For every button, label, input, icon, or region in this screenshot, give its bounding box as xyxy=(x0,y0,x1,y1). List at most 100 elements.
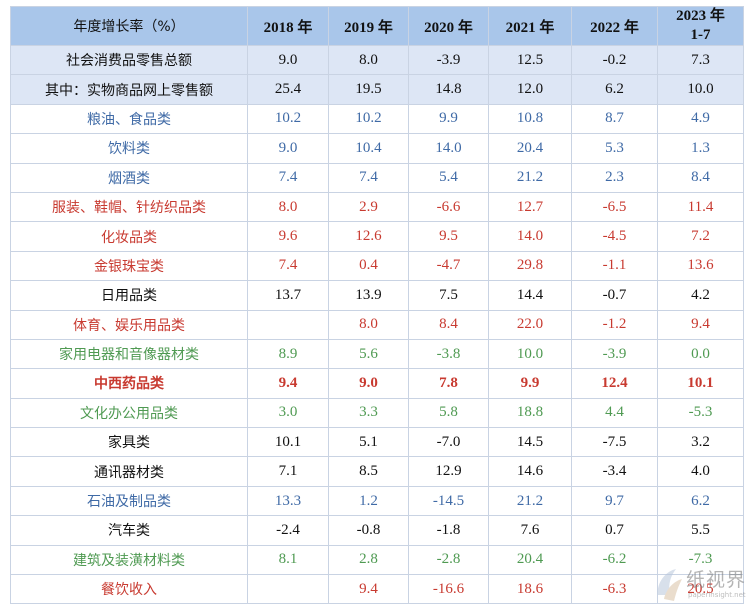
table-cell: -3.9 xyxy=(571,338,658,370)
table-cell: -6.3 xyxy=(571,574,658,605)
table-cell: 13.9 xyxy=(328,280,409,311)
table-cell: 5.5 xyxy=(657,515,744,546)
table-cell: 8.0 xyxy=(328,44,409,76)
table-row: 通讯器材类 7.1 8.5 12.9 14.6 -3.4 4.0 xyxy=(10,456,744,487)
header-year-2023-line2: 1-7 xyxy=(690,27,711,43)
table-cell: 4.0 xyxy=(657,456,744,487)
table-cell: 10.4 xyxy=(328,133,409,164)
retail-growth-table: 年度增长率（%） 2018 年 2019 年 2020 年 2021 年 202… xyxy=(10,6,744,605)
table-cell: 11.4 xyxy=(657,191,744,223)
table-cell: 10.1 xyxy=(657,368,744,399)
table-cell: 14.0 xyxy=(408,133,489,164)
table-cell: 14.6 xyxy=(488,456,572,487)
table-row: 其中：实物商品网上零售额 25.4 19.5 14.8 12.0 6.2 10.… xyxy=(10,74,744,105)
row-label: 日用品类 xyxy=(10,280,248,311)
table-cell: 25.4 xyxy=(247,74,329,105)
table-cell: 0.7 xyxy=(571,515,658,546)
watermark-logo-icon xyxy=(657,569,682,601)
header-label: 年度增长率（%） xyxy=(10,6,248,46)
table-cell: 9.5 xyxy=(408,221,489,252)
table-cell: -3.8 xyxy=(408,338,489,370)
table-cell: 20.4 xyxy=(488,544,572,576)
table-cell: -4.7 xyxy=(408,250,489,282)
table-cell: 9.0 xyxy=(247,44,329,76)
table-cell: 13.6 xyxy=(657,250,744,282)
table-cell: 10.2 xyxy=(247,103,329,135)
row-label: 家具类 xyxy=(10,427,248,458)
table-cell: -2.8 xyxy=(408,544,489,576)
table-cell: 10.1 xyxy=(247,427,329,458)
table-cell: 18.6 xyxy=(488,574,572,605)
row-label: 社会消费品零售总额 xyxy=(10,44,248,76)
table-cell: -7.5 xyxy=(571,427,658,458)
table-cell: 9.0 xyxy=(328,368,409,399)
table-cell: 12.5 xyxy=(488,44,572,76)
table-cell: -4.5 xyxy=(571,221,658,252)
table-cell: 10.0 xyxy=(657,74,744,105)
table-cell: 9.7 xyxy=(571,485,658,517)
table-cell: 21.2 xyxy=(488,162,572,193)
table-cell: 20.4 xyxy=(488,133,572,164)
table-cell: 7.5 xyxy=(408,280,489,311)
table-cell: 1.2 xyxy=(328,485,409,517)
table-cell: 12.6 xyxy=(328,221,409,252)
table-cell: -6.2 xyxy=(571,544,658,576)
table-cell: 8.4 xyxy=(657,162,744,193)
table-cell: -1.8 xyxy=(408,515,489,546)
table-row: 餐饮收入 9.4 -16.6 18.6 -6.3 20.5 xyxy=(10,574,744,605)
table-cell: 7.1 xyxy=(247,456,329,487)
header-year: 2018 年 xyxy=(247,6,329,46)
table-cell: 0.4 xyxy=(328,250,409,282)
table-cell: 8.9 xyxy=(247,338,329,370)
table-cell: 7.4 xyxy=(328,162,409,193)
table-cell: 14.5 xyxy=(488,427,572,458)
table-cell: -1.2 xyxy=(571,309,658,340)
table-cell: 14.4 xyxy=(488,280,572,311)
header-year: 2019 年 xyxy=(328,6,409,46)
table-cell: 7.3 xyxy=(657,44,744,76)
table-cell: 9.4 xyxy=(247,368,329,399)
table-cell: -3.4 xyxy=(571,456,658,487)
table-cell: 5.6 xyxy=(328,338,409,370)
row-label: 化妆品类 xyxy=(10,221,248,252)
table-cell: -16.6 xyxy=(408,574,489,605)
row-label: 体育、娱乐用品类 xyxy=(10,309,248,340)
table-cell: 7.8 xyxy=(408,368,489,399)
table-cell: -14.5 xyxy=(408,485,489,517)
table-cell: -2.4 xyxy=(247,515,329,546)
table-cell: -5.3 xyxy=(657,397,744,429)
table-cell xyxy=(247,309,329,340)
table-cell: 10.8 xyxy=(488,103,572,135)
table-row: 体育、娱乐用品类 8.0 8.4 22.0 -1.2 9.4 xyxy=(10,309,744,340)
table-cell: 6.2 xyxy=(571,74,658,105)
table-cell: 14.8 xyxy=(408,74,489,105)
table-cell: 1.3 xyxy=(657,133,744,164)
row-label: 粮油、食品类 xyxy=(10,103,248,135)
table-row: 烟酒类 7.4 7.4 5.4 21.2 2.3 8.4 xyxy=(10,162,744,193)
table-cell: -7.3 xyxy=(657,544,744,576)
table-row: 家用电器和音像器材类 8.9 5.6 -3.8 10.0 -3.9 0.0 xyxy=(10,338,744,370)
table-cell: 10.0 xyxy=(488,338,572,370)
table-cell: 9.4 xyxy=(657,309,744,340)
table-cell: 3.0 xyxy=(247,397,329,429)
row-label: 服装、鞋帽、针纺织品类 xyxy=(10,191,248,223)
table-cell: 3.2 xyxy=(657,427,744,458)
table-cell: 5.4 xyxy=(408,162,489,193)
table-cell: 8.4 xyxy=(408,309,489,340)
row-label: 其中：实物商品网上零售额 xyxy=(10,74,248,105)
row-label: 中西药品类 xyxy=(10,368,248,399)
row-label: 石油及制品类 xyxy=(10,485,248,517)
row-label: 金银珠宝类 xyxy=(10,250,248,282)
table-cell: 8.0 xyxy=(247,191,329,223)
table-cell: 0.0 xyxy=(657,338,744,370)
table-cell: 7.6 xyxy=(488,515,572,546)
header-year: 2022 年 xyxy=(571,6,658,46)
header-year: 2020 年 xyxy=(408,6,489,46)
table-cell: 9.9 xyxy=(408,103,489,135)
table-cell: -0.8 xyxy=(328,515,409,546)
table-cell: 4.9 xyxy=(657,103,744,135)
table-cell: 12.0 xyxy=(488,74,572,105)
table-cell: 9.4 xyxy=(328,574,409,605)
table-cell: -0.2 xyxy=(571,44,658,76)
watermark-url: paperinsight.net xyxy=(688,591,746,599)
